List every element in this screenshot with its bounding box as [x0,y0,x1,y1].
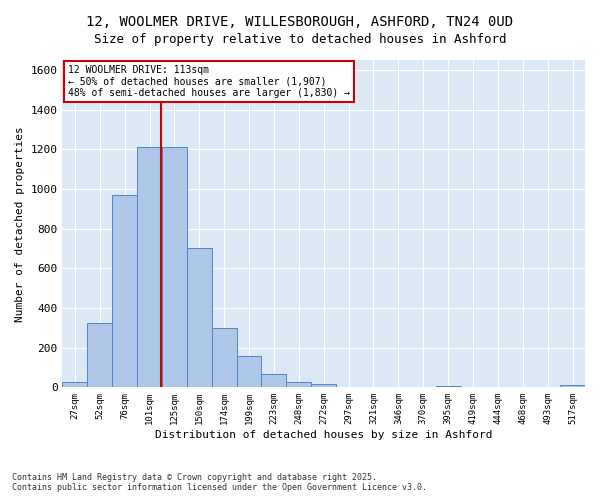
Bar [286,382,311,388]
Bar [112,195,137,388]
Text: Contains HM Land Registry data © Crown copyright and database right 2025.
Contai: Contains HM Land Registry data © Crown c… [12,473,427,492]
Bar [262,374,286,388]
Bar [236,356,262,388]
Bar [187,248,212,388]
Bar [62,382,88,388]
Y-axis label: Number of detached properties: Number of detached properties [15,126,25,322]
Bar [212,328,236,388]
Text: 12, WOOLMER DRIVE, WILLESBOROUGH, ASHFORD, TN24 0UD: 12, WOOLMER DRIVE, WILLESBOROUGH, ASHFOR… [86,15,514,29]
Bar [560,385,585,388]
Text: 12 WOOLMER DRIVE: 113sqm
← 50% of detached houses are smaller (1,907)
48% of sem: 12 WOOLMER DRIVE: 113sqm ← 50% of detach… [68,65,350,98]
Bar [436,386,461,388]
X-axis label: Distribution of detached houses by size in Ashford: Distribution of detached houses by size … [155,430,493,440]
Text: Size of property relative to detached houses in Ashford: Size of property relative to detached ho… [94,32,506,46]
Bar [311,384,336,388]
Bar [162,148,187,388]
Bar [137,148,162,388]
Bar [88,323,112,388]
